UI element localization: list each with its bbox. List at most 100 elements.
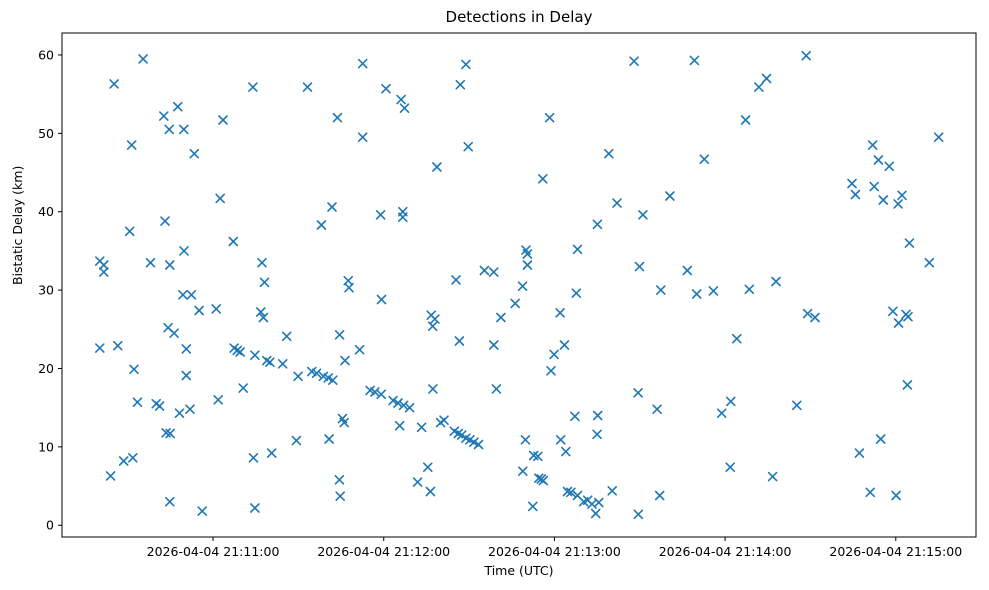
data-point-marker (810, 312, 820, 323)
data-point-marker (181, 370, 192, 381)
data-point-marker (629, 56, 639, 66)
data-point-marker (473, 439, 484, 450)
data-point-marker (689, 55, 700, 66)
data-point-marker (398, 212, 408, 222)
data-point-marker (740, 115, 751, 125)
data-point-marker (132, 397, 143, 407)
data-point-marker (194, 305, 204, 316)
data-point-marker (105, 471, 116, 481)
data-point-marker (376, 294, 387, 305)
y-tick-label: 10 (38, 439, 54, 454)
data-point-marker (357, 132, 368, 142)
x-tick-label: 2026-04-04 21:11:00 (147, 544, 280, 559)
data-point-marker (432, 162, 442, 172)
x-tick-label: 2026-04-04 21:14:00 (659, 544, 792, 559)
data-point-marker (633, 388, 643, 398)
data-point-marker (461, 59, 471, 70)
data-point-marker (291, 435, 302, 446)
data-point-marker (607, 486, 617, 496)
data-point-marker (178, 290, 188, 300)
x-tick-label: 2026-04-04 21:15:00 (829, 544, 962, 559)
data-point-marker (469, 437, 479, 447)
data-point-marker (546, 366, 556, 376)
data-point-marker (875, 434, 886, 444)
y-tick-label: 0 (46, 518, 54, 533)
data-point-marker (277, 359, 288, 369)
data-point-marker (248, 453, 259, 463)
data-point-marker (318, 371, 329, 382)
data-point-marker (878, 195, 889, 205)
data-point-marker (517, 281, 528, 291)
data-point-marker (533, 451, 543, 462)
data-point-marker (884, 161, 894, 172)
y-tick-label: 60 (38, 47, 54, 62)
data-point-marker (185, 404, 195, 414)
data-point-marker (571, 288, 582, 298)
data-point-marker (159, 111, 169, 121)
data-point-marker (638, 210, 648, 220)
data-point-marker (316, 220, 327, 230)
data-point-marker (124, 226, 135, 237)
data-point-marker (708, 286, 719, 296)
data-point-marker (867, 140, 878, 150)
data-point-marker (893, 199, 903, 209)
data-point-marker (544, 112, 555, 123)
data-point-marker (761, 73, 772, 84)
data-point-marker (248, 82, 258, 92)
data-point-marker (518, 466, 528, 476)
data-point-marker (335, 491, 345, 501)
data-point-marker (138, 54, 148, 64)
data-point-marker (99, 267, 109, 277)
data-point-marker (538, 475, 549, 486)
data-point-marker (324, 434, 334, 444)
data-point-marker (904, 238, 915, 248)
data-point-marker (652, 404, 662, 414)
data-point-marker (169, 328, 179, 338)
data-point-marker (854, 448, 865, 458)
data-point-marker (126, 140, 137, 150)
data-point-marker (398, 400, 409, 411)
data-point-marker (428, 384, 438, 394)
y-tick-label: 20 (38, 361, 54, 376)
data-point-marker (562, 486, 573, 497)
data-point-marker (129, 364, 139, 375)
data-point-marker (893, 318, 904, 328)
data-point-marker (213, 395, 223, 405)
data-point-marker (902, 380, 913, 390)
data-point-marker (165, 260, 175, 270)
data-point-marker (302, 82, 313, 92)
data-point-marker (118, 456, 129, 466)
x-tick-label: 2026-04-04 21:13:00 (488, 544, 621, 559)
data-point-marker (334, 475, 345, 485)
data-point-marker (256, 307, 266, 317)
data-point-marker (538, 174, 548, 184)
data-point-marker (164, 124, 174, 135)
data-point-marker (179, 124, 189, 135)
data-point-marker (423, 462, 433, 472)
data-point-marker (258, 312, 269, 323)
data-point-marker (375, 210, 386, 220)
data-point-marker (340, 355, 350, 366)
data-point-marker (891, 490, 901, 501)
data-point-marker (332, 112, 343, 123)
data-point-marker (654, 490, 665, 501)
data-point-marker (847, 178, 857, 189)
x-tick-label: 2026-04-04 21:12:00 (317, 544, 450, 559)
data-point-marker (145, 257, 156, 268)
data-point-marker (691, 289, 702, 299)
data-point-marker (416, 422, 427, 433)
data-point-marker (682, 265, 693, 276)
chart-title: Detections in Delay (445, 8, 593, 26)
data-point-marker (327, 202, 337, 212)
data-point-marker (165, 496, 175, 507)
y-tick-label: 50 (38, 126, 54, 141)
data-point-marker (393, 398, 403, 408)
data-point-marker (323, 373, 334, 383)
data-point-marker (113, 340, 123, 351)
data-point-marker (665, 191, 675, 201)
data-point-marker (732, 333, 742, 344)
axes-border (61, 32, 977, 538)
y-tick-label: 40 (38, 204, 54, 219)
data-point-marker (281, 331, 292, 342)
